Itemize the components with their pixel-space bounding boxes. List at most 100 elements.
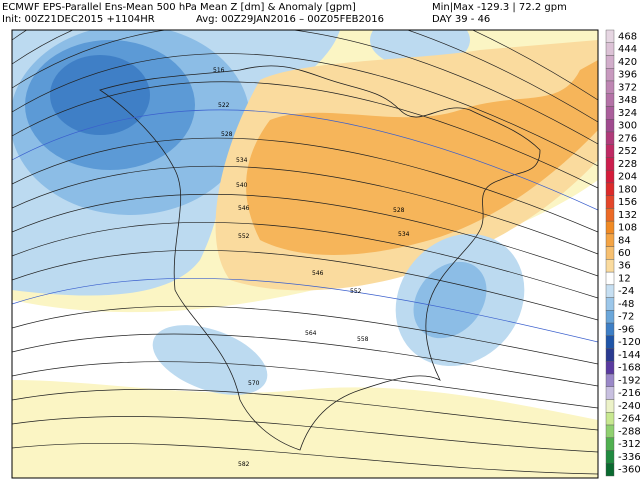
colorbar-label: -72 — [618, 312, 634, 323]
colorbar-label: 348 — [618, 95, 637, 106]
colorbar-label: 252 — [618, 146, 637, 157]
contour-line — [12, 53, 598, 167]
contour-label: 582 — [238, 461, 250, 468]
contour-line — [12, 165, 598, 255]
colorbar-label: 324 — [618, 108, 637, 119]
colorbar-swatch — [605, 42, 615, 56]
colorbar-label: 204 — [618, 172, 637, 183]
day: DAY 39 - 46 — [432, 14, 490, 25]
contour-label: 534 — [398, 231, 410, 238]
anomaly-negative — [413, 261, 487, 339]
colorbar-label: 420 — [618, 57, 637, 68]
colorbar-label: 156 — [618, 197, 637, 208]
colorbar-swatch — [605, 195, 615, 209]
colorbar-swatch — [605, 68, 615, 82]
anomaly-negative — [50, 55, 150, 135]
contour-line — [12, 30, 598, 145]
colorbar-swatch — [605, 182, 615, 196]
contour-line — [12, 416, 598, 453]
colorbar-label: 300 — [618, 121, 637, 132]
contour-label: 552 — [238, 233, 250, 240]
colorbar-label: 12 — [618, 273, 631, 284]
contour-line — [12, 221, 598, 299]
colorbar-swatch — [605, 106, 615, 120]
colorbar-label: 180 — [618, 184, 637, 195]
contour-line — [12, 193, 598, 277]
contour-label: 564 — [305, 330, 317, 337]
colorbar-swatch — [605, 55, 615, 69]
colorbar-swatch — [605, 29, 615, 43]
contour-line — [12, 249, 598, 321]
colorbar-label: -312 — [618, 439, 640, 450]
contour-line — [12, 305, 598, 365]
colorbar-swatch — [605, 131, 615, 145]
colorbar-label: -360 — [618, 465, 640, 476]
colorbar-swatch — [605, 335, 615, 349]
colorbar-label: 444 — [618, 44, 637, 55]
contour-label: 528 — [221, 131, 233, 138]
colorbar-swatch — [605, 259, 615, 273]
title: ECMWF EPS-Parallel Ens-Mean 500 hPa Mean… — [2, 2, 356, 13]
colorbar-label: 372 — [618, 82, 637, 93]
colorbar-swatch — [605, 93, 615, 107]
colorbar-swatch — [605, 80, 615, 94]
colorbar-swatch — [605, 348, 615, 362]
colorbar-label: 468 — [618, 31, 637, 42]
colorbar-label: -120 — [618, 337, 640, 348]
colorbar-swatch — [605, 220, 615, 235]
colorbar-swatch — [605, 208, 615, 222]
colorbar-label: -288 — [618, 426, 640, 437]
contour-line — [12, 443, 598, 475]
contour-line — [12, 277, 598, 343]
colorbar-label: 108 — [618, 223, 637, 234]
contour-label: 534 — [236, 157, 248, 164]
colorbar-swatch — [605, 144, 615, 158]
colorbar-label: -216 — [618, 388, 640, 399]
colorbar-swatch — [605, 412, 615, 426]
colorbar-swatch — [605, 373, 615, 387]
colorbar-label: -240 — [618, 401, 640, 412]
colorbar-label: 132 — [618, 210, 637, 221]
contour-line — [12, 30, 598, 101]
contour-line — [12, 361, 598, 409]
colorbar-swatch — [605, 284, 615, 298]
map-border — [11, 29, 599, 479]
contour-line — [12, 333, 598, 387]
contour-label: 528 — [393, 207, 405, 214]
colorbar-swatch — [605, 322, 615, 337]
coastline — [99, 65, 541, 451]
colorbar-swatch — [605, 399, 615, 413]
init: Init: 00Z21DEC2015 +1104HR — [2, 14, 155, 25]
colorbar-swatch — [605, 361, 615, 375]
anomaly-negative — [152, 325, 268, 395]
min-max: Min|Max -129.3 | 72.2 gpm — [432, 2, 567, 13]
avg: Avg: 00Z29JAN2016 – 00Z05FEB2016 — [196, 14, 384, 25]
colorbar-swatch — [605, 233, 615, 247]
colorbar-label: -144 — [618, 350, 640, 361]
colorbar-label: 60 — [618, 248, 631, 259]
colorbar-swatch — [605, 118, 615, 133]
contour-line — [12, 81, 598, 189]
contour-label: 558 — [357, 336, 369, 343]
colorbar-label: -264 — [618, 414, 640, 425]
colorbar-label: 84 — [618, 235, 631, 246]
colorbar-label: 36 — [618, 261, 631, 272]
contour-line — [12, 137, 598, 233]
contour-line — [12, 109, 598, 211]
contour-label: 522 — [218, 102, 230, 109]
colorbar-label: -192 — [618, 375, 640, 386]
colorbar: 4684444203963723483243002762522282041801… — [605, 29, 640, 477]
colorbar-swatch — [605, 271, 615, 286]
colorbar-swatch — [605, 157, 615, 171]
colorbar-swatch — [605, 169, 615, 184]
contour-label: 546 — [312, 270, 324, 277]
contour-line — [12, 30, 598, 123]
colorbar-label: -24 — [618, 286, 634, 297]
colorbar-label: 276 — [618, 133, 637, 144]
colorbar-swatch — [605, 246, 615, 260]
contour-label: 516 — [213, 67, 225, 74]
colorbar-swatch — [605, 450, 615, 464]
height-contours — [12, 30, 598, 475]
colorbar-swatch — [605, 424, 615, 438]
colorbar-swatch — [605, 463, 615, 477]
